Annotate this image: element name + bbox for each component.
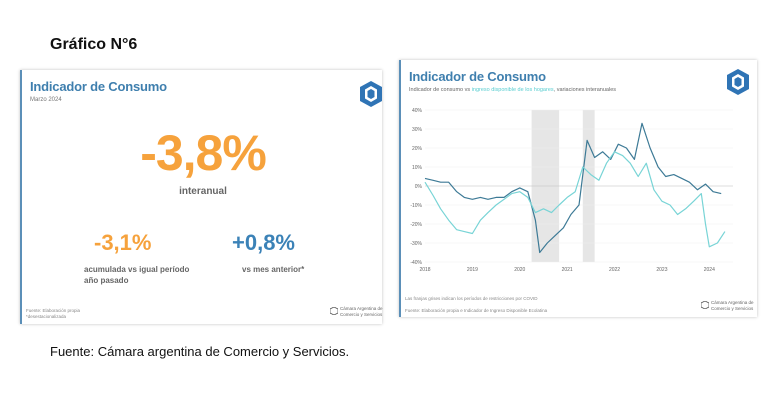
page-heading: Gráfico N°6 — [50, 36, 138, 53]
y-tick-label: -40% — [410, 260, 422, 266]
chart-subtitle-b: ingreso disponible de los hogares — [471, 87, 554, 93]
accumulated-value: -3,1% — [94, 230, 152, 255]
page-footer: Fuente: Cámara argentina de Comercio y S… — [50, 344, 350, 359]
chart-subtitle-a: Indicador de consumo vs — [409, 87, 472, 93]
y-tick-label: 20% — [412, 146, 423, 152]
chart-source: Fuente: Elaboración propia e Indicador d… — [405, 308, 548, 313]
x-tick-label: 2018 — [419, 267, 430, 273]
consumption-summary-card: Indicador de Consumo Marzo 2024 -3,8% in… — [20, 70, 383, 324]
consumption-line-chart: 40% 30% 20% 10% 0% -10% -20% -30% -40%2018 2019 20… — [410, 108, 733, 273]
cac-small-logo-icon — [330, 307, 338, 315]
y-tick-label: -10% — [410, 203, 422, 209]
cac-logo-icon — [360, 81, 382, 107]
x-tick-label: 2022 — [609, 267, 620, 273]
chart-brand: Cámara Argentina de Comercio y Servicios — [711, 300, 754, 311]
y-tick-label: 30% — [412, 127, 423, 133]
cac-logo-icon — [727, 69, 749, 95]
chart-note: Las franjas grises indican los períodos … — [405, 296, 538, 301]
x-tick-label: 2024 — [704, 267, 715, 273]
monthly-label: vs mes anterior* — [242, 265, 305, 274]
x-tick-label: 2020 — [514, 267, 525, 273]
series-line-0 — [424, 122, 722, 254]
summary-title: Indicador de Consumo — [30, 79, 167, 94]
y-tick-label: -30% — [410, 241, 422, 247]
x-tick-label: 2019 — [467, 267, 478, 273]
chart-subtitle: Indicador de consumo vs ingreso disponib… — [409, 87, 616, 93]
y-tick-label: -20% — [410, 222, 422, 228]
summary-brand: Cámara Argentina de Comercio y Servicios — [340, 306, 383, 317]
consumption-chart-card: Indicador de Consumo Indicador de consum… — [399, 60, 757, 317]
x-tick-label: 2021 — [562, 267, 573, 273]
accumulated-label: acumulada vs igual período año pasado — [84, 265, 190, 285]
chart-title: Indicador de Consumo — [409, 69, 546, 84]
yoy-label: interanual — [179, 186, 227, 197]
x-tick-label: 2023 — [656, 267, 667, 273]
y-tick-label: 0% — [415, 184, 423, 190]
summary-source: Fuente: Elaboración propia *desestaciona… — [26, 308, 81, 319]
summary-date: Marzo 2024 — [30, 97, 62, 103]
series-line-1 — [424, 151, 726, 248]
chart-subtitle-c: , variaciones interanuales — [553, 87, 617, 93]
cac-small-logo-icon — [701, 301, 709, 309]
yoy-value: -3,8% — [140, 125, 267, 181]
y-tick-label: 40% — [412, 108, 423, 114]
monthly-value: +0,8% — [232, 230, 295, 255]
y-tick-label: 10% — [412, 165, 423, 171]
